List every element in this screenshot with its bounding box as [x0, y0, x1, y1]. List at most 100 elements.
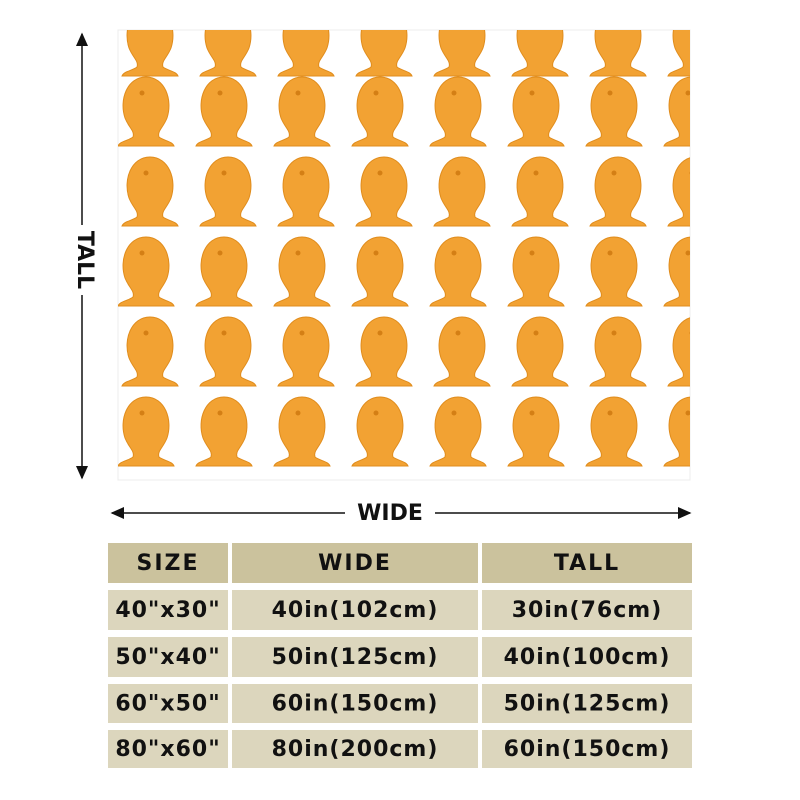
fish-eye	[143, 330, 149, 336]
fish-cracker	[507, 236, 565, 307]
table-cell	[232, 730, 478, 768]
table-cell	[108, 590, 228, 630]
fish-eye	[685, 410, 690, 416]
fish-pattern	[118, 7, 800, 467]
table-cell	[232, 637, 478, 677]
fish-eye	[451, 410, 457, 416]
fish-eye	[611, 330, 617, 336]
fish-body	[273, 236, 331, 307]
fish-cracker	[667, 157, 690, 227]
fish-cracker	[429, 396, 487, 467]
fish-cracker	[742, 237, 798, 306]
fish-cracker	[355, 316, 413, 387]
fish-eye	[144, 21, 149, 26]
fish-body	[273, 396, 331, 467]
fish-eye	[221, 330, 227, 336]
fish-eye	[533, 330, 539, 336]
fish-body	[585, 76, 643, 147]
fish-eye	[607, 250, 613, 256]
fish-eye	[529, 410, 535, 416]
fish-body	[433, 30, 491, 77]
fish-eye	[456, 21, 461, 26]
fish-eye	[373, 250, 379, 256]
fish-body	[199, 316, 257, 387]
fish-cracker	[429, 76, 487, 147]
fish-body	[507, 396, 565, 467]
fish-body	[199, 156, 257, 227]
fish-cracker	[277, 156, 335, 227]
fish-eye	[455, 330, 461, 336]
fish-body	[746, 7, 800, 76]
table-cell	[108, 637, 228, 677]
fish-eye	[455, 170, 461, 176]
fish-eye	[299, 170, 305, 176]
fish-eye	[377, 330, 383, 336]
fish-cracker	[507, 76, 565, 147]
fish-body	[121, 30, 179, 77]
fish-cracker	[663, 76, 690, 147]
fish-body	[355, 156, 413, 227]
fish-eye	[221, 170, 227, 176]
fish-cracker	[511, 30, 569, 77]
fish-cracker	[429, 236, 487, 307]
fish-body	[663, 396, 690, 467]
fish-body	[433, 316, 491, 387]
fish-eye	[685, 250, 690, 256]
fish-body	[355, 316, 413, 387]
table-header-cell	[482, 543, 692, 583]
fish-eye	[529, 250, 535, 256]
fish-cracker	[585, 396, 643, 467]
fish-cracker	[118, 236, 175, 307]
fish-body	[429, 76, 487, 147]
fish-body	[433, 156, 491, 227]
fish-cracker	[355, 156, 413, 227]
fish-cracker	[433, 21, 491, 77]
fish-eye	[451, 250, 457, 256]
fish-cracker	[195, 236, 253, 307]
fish-cracker	[273, 76, 331, 147]
fish-cracker	[118, 76, 175, 147]
header-text: SIZE	[136, 551, 199, 576]
fish-body	[663, 236, 690, 307]
cell-text: 50in(125cm)	[272, 645, 439, 670]
fish-cracker	[277, 30, 335, 77]
fish-body	[351, 396, 409, 467]
fish-cracker	[273, 236, 331, 307]
fish-eye	[139, 410, 145, 416]
fish-body	[742, 237, 798, 306]
fish-cracker	[507, 396, 565, 467]
fish-eye	[529, 90, 535, 96]
fish-eye	[451, 90, 457, 96]
fish-cracker	[511, 316, 569, 387]
fish-body	[667, 317, 690, 387]
wide-label: WIDE	[357, 501, 423, 526]
fish-body	[277, 30, 335, 77]
fish-body	[742, 397, 798, 466]
fish-cracker	[195, 396, 253, 467]
cell-text: 80in(200cm)	[272, 737, 439, 762]
fish-cracker	[585, 236, 643, 307]
fish-cracker	[351, 236, 409, 307]
fish-body	[121, 316, 179, 387]
fish-eye	[533, 170, 539, 176]
fish-cracker	[589, 316, 647, 387]
fish-body	[195, 236, 253, 307]
cell-text: 40in(100cm)	[504, 645, 671, 670]
fish-cracker	[277, 316, 335, 387]
fish-body	[118, 236, 175, 307]
fish-eye	[685, 90, 690, 96]
table-cell	[482, 637, 692, 677]
fish-eye	[373, 90, 379, 96]
table-cell	[482, 684, 692, 723]
fish-eye	[764, 411, 769, 416]
cell-text: 60"x50"	[115, 692, 220, 717]
fish-body	[511, 30, 569, 77]
fish-cracker	[273, 396, 331, 467]
fish-cracker	[742, 77, 798, 146]
fish-eye	[295, 410, 301, 416]
fish-body	[351, 76, 409, 147]
fish-eye	[768, 21, 773, 26]
fish-cracker	[589, 156, 647, 227]
